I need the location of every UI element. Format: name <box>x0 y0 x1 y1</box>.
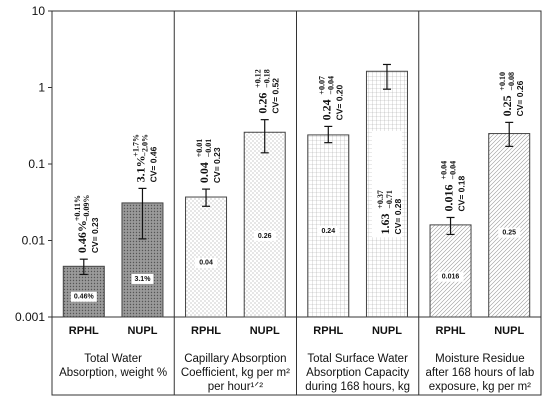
category-label-nupl: NUPL <box>494 325 524 337</box>
bar-nupl <box>488 133 531 318</box>
bar-rphl <box>185 196 228 318</box>
data-label-bg <box>195 257 218 268</box>
annotation-value: 0.25 <box>500 95 514 116</box>
data-label-bg <box>70 291 97 302</box>
group-label-line: Absorption, weight % <box>59 367 167 379</box>
annotation-plus: +1.7% <box>131 134 140 157</box>
annotation-minus: −0.09% <box>82 195 91 222</box>
group-label-line: Absorption Capacity <box>306 367 409 379</box>
data-label-bg <box>131 273 154 284</box>
value-annotation: 0.24 +0.07 −0.04 CV= 0.20 <box>317 76 344 120</box>
group-label-line: per hour¹ᐟ² <box>208 381 264 393</box>
annotation-plus: +0.07 <box>317 76 326 95</box>
annotation-minus: −2.0% <box>140 134 149 157</box>
bar-nupl <box>243 131 286 318</box>
category-label-rphl: RPHL <box>191 325 221 337</box>
annotation-cv: CV= 0.20 <box>334 84 344 120</box>
annotation-minus: −0.04 <box>326 76 335 95</box>
annotation-cv: CV= 0.46 <box>148 146 158 182</box>
data-label-bg <box>253 230 276 241</box>
annotation-value: 1.63 <box>378 213 392 234</box>
annotation-cv: CV= 0.28 <box>393 198 403 234</box>
data-label: 0.25 <box>502 230 516 237</box>
value-annotation: 0.26 +0.12 −0.18 CV= 0.52 <box>254 69 281 113</box>
y-tick-label: 10 <box>32 4 46 18</box>
data-label: 0.04 <box>199 260 213 267</box>
data-label: 3.1% <box>134 276 151 283</box>
data-label: 0.24 <box>321 228 335 235</box>
annotation-minus: −0.18 <box>263 69 272 88</box>
y-tick-label: 0.1 <box>28 157 45 171</box>
category-label-nupl: NUPL <box>250 325 280 337</box>
annotation-minus: −0.71 <box>385 190 394 209</box>
value-annotation: 0.25 +0.10 −0.08 CV= 0.26 <box>498 72 525 116</box>
annotation-minus: −0.01 <box>204 139 213 158</box>
data-label-bg <box>317 225 340 236</box>
y-tick-label: 0.01 <box>22 234 46 248</box>
annotation-bg <box>371 131 402 238</box>
annotation-value: 0.24 <box>319 99 333 120</box>
annotation-minus: −0.08 <box>507 72 516 91</box>
value-annotation: 0.46%+0.11% −0.09%CV= 0.23 <box>73 195 100 254</box>
y-tick-label: 1 <box>38 81 45 95</box>
category-label-rphl: RPHL <box>313 325 343 337</box>
annotation-cv: CV= 0.23 <box>212 147 222 183</box>
annotation-plus: +0.12 <box>254 69 263 88</box>
value-annotation: 0.04 +0.01 −0.01 CV= 0.23 <box>195 139 222 183</box>
category-label-rphl: RPHL <box>69 325 99 337</box>
annotation-cv: CV= 0.52 <box>271 78 281 114</box>
category-label-nupl: NUPL <box>127 325 157 337</box>
data-label-bg <box>498 227 521 238</box>
annotation-value: 0.04 <box>197 162 211 183</box>
annotation-plus: +0.10 <box>498 72 507 91</box>
group-label-line: Moisture Residue <box>435 353 524 365</box>
annotation-value: 0.46% <box>75 220 89 253</box>
annotation-plus: +0.01 <box>195 139 204 158</box>
data-label: 0.26 <box>258 233 272 240</box>
y-tick-label: 0.001 <box>15 310 45 324</box>
annotation-plus: +0.11% <box>73 195 82 221</box>
value-annotation: 3.1%+1.7% −2.0%CV= 0.46 <box>131 134 158 182</box>
data-label: 0.46% <box>74 294 95 301</box>
group-label-line: Coefficient, kg per m² <box>181 367 290 379</box>
data-label-bg <box>437 271 464 282</box>
group-label-line: after 168 hours of lab <box>426 367 535 379</box>
data-label: 0.016 <box>442 274 460 281</box>
annotation-plus: +0.37 <box>376 190 385 209</box>
annotation-cv: CV= 0.26 <box>515 80 525 116</box>
category-label-nupl: NUPL <box>372 325 402 337</box>
category-label-rphl: RPHL <box>436 325 466 337</box>
annotation-value: 0.26 <box>256 93 270 114</box>
group-label-line: Capillary Absorption <box>184 353 286 365</box>
group-label-line: Total Water <box>84 353 142 365</box>
bar-rphl <box>429 224 472 318</box>
value-annotation: 1.63 +0.37 −0.71 CV= 0.28 <box>376 190 403 234</box>
annotation-value: 3.1% <box>133 155 147 182</box>
group-label-line: during 168 hours, kg <box>305 381 410 393</box>
annotation-minus: −0.04 <box>449 161 458 180</box>
annotation-cv: CV= 0.18 <box>457 176 467 212</box>
annotation-plus: +0.04 <box>440 161 449 180</box>
group-label-line: Total Surface Water <box>307 353 408 365</box>
annotation-value: 0.016 <box>442 184 456 211</box>
annotation-cv: CV= 0.23 <box>90 217 100 253</box>
group-label-line: exposure, kg per m² <box>429 381 531 393</box>
